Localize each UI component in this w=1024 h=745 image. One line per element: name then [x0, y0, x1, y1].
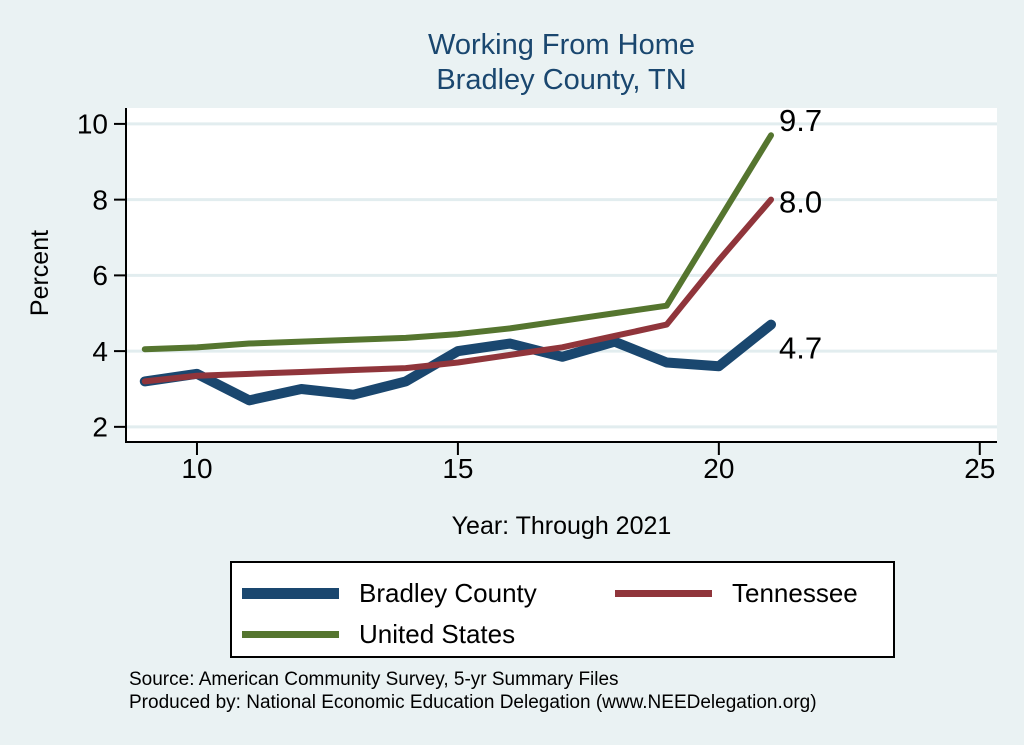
legend-item-bradley-county: Bradley County: [242, 575, 537, 611]
end-label-united-states: 9.7: [779, 103, 822, 138]
x-tick-label-25: 25: [964, 453, 995, 484]
x-axis-title: Year: Through 2021: [451, 512, 672, 540]
end-label-tennessee: 8.0: [779, 184, 822, 219]
legend-label-bradley-county: Bradley County: [359, 577, 537, 608]
x-tick-label-10: 10: [181, 453, 212, 484]
legend-item-united-states: United States: [242, 616, 515, 652]
series-line-bradley-county: [139, 319, 777, 406]
legend-label-tennessee: Tennessee: [732, 577, 858, 608]
y-tick-label-4: 4: [92, 336, 108, 367]
legend-swatch-tennessee: [615, 589, 712, 597]
source-note: Source: American Community Survey, 5-yr …: [129, 669, 817, 714]
y-tick-label-6: 6: [92, 260, 108, 291]
y-tick-label-2: 2: [92, 412, 108, 443]
source-line: Source: American Community Survey, 5-yr …: [129, 669, 619, 690]
legend-box: Bradley County Tennessee United States: [230, 561, 895, 658]
y-axis-title: Percent: [26, 229, 54, 317]
legend-label-united-states: United States: [359, 618, 516, 649]
chart-title-line1: Working From Home: [428, 29, 695, 61]
producer-line: Produced by: National Economic Education…: [129, 691, 817, 713]
legend-item-tennessee: Tennessee: [615, 575, 858, 611]
series-line-tennessee: [141, 196, 775, 385]
x-tick-label-20: 20: [703, 453, 734, 484]
y-tick-label-8: 8: [92, 184, 108, 215]
end-label-bradley-county: 4.7: [779, 330, 822, 365]
chart-title: Working From Home Bradley County, TN: [126, 28, 997, 98]
series-line-united-states: [141, 132, 775, 353]
legend-swatch-united-states: [242, 630, 339, 638]
legend-swatch-bradley-county: [242, 587, 339, 599]
x-tick-label-15: 15: [442, 453, 473, 484]
chart-title-line2: Bradley County, TN: [436, 64, 687, 96]
y-tick-label-10: 10: [77, 109, 108, 140]
